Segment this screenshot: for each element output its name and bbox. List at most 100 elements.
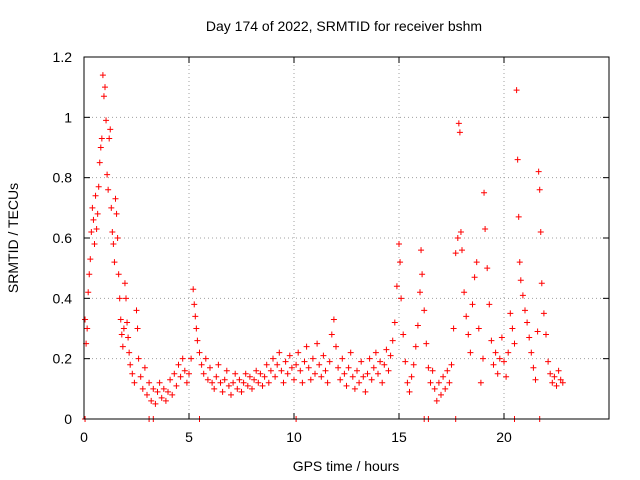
data-point [267, 367, 274, 374]
data-point [158, 394, 165, 401]
data-point [454, 235, 461, 241]
data-point [349, 373, 356, 380]
data-point [475, 325, 482, 332]
data-point [555, 367, 562, 374]
data-point [93, 225, 100, 232]
data-point [84, 325, 91, 332]
data-point [114, 235, 121, 241]
data-point [299, 379, 306, 386]
plot-frame [83, 56, 610, 420]
data-point [540, 310, 547, 317]
data-point [446, 379, 453, 386]
data-point [320, 352, 327, 359]
data-point [408, 373, 415, 380]
data-point [305, 364, 312, 371]
data-point [121, 280, 128, 287]
data-point [113, 210, 120, 217]
data-point [385, 367, 392, 374]
axis-ticks [83, 56, 609, 420]
data-point [209, 379, 216, 386]
data-point [106, 135, 113, 142]
data-point [257, 370, 264, 377]
data-point [213, 373, 220, 380]
data-point [551, 373, 558, 380]
data-point [481, 189, 488, 196]
data-point [537, 228, 544, 235]
data-point [358, 358, 365, 365]
data-point [322, 367, 329, 374]
data-point [125, 334, 132, 341]
data-point [96, 159, 103, 166]
data-point [295, 349, 302, 356]
data-point [120, 325, 127, 332]
data-point [181, 367, 188, 374]
data-point [492, 349, 499, 356]
data-point [484, 265, 491, 272]
data-point [219, 388, 226, 395]
data-point [379, 379, 386, 386]
data-point [559, 379, 566, 386]
data-point [90, 216, 97, 223]
data-point [86, 271, 93, 278]
data-point [127, 361, 134, 368]
data-point [410, 361, 417, 368]
data-point [186, 370, 192, 377]
data-point [375, 370, 381, 377]
data-point [223, 367, 230, 374]
data-point [404, 379, 411, 386]
data-point [282, 358, 289, 365]
data-point [328, 331, 335, 338]
data-point [337, 376, 344, 383]
data-point [232, 370, 239, 377]
y-tick-label: 0.6 [53, 230, 73, 246]
data-point [343, 382, 350, 389]
data-point [324, 379, 331, 386]
data-point [171, 370, 178, 377]
data-point [496, 355, 503, 362]
data-point [471, 274, 478, 281]
data-point [288, 364, 295, 371]
data-point [535, 168, 542, 175]
data-point [261, 373, 268, 380]
data-point [286, 352, 293, 359]
data-point [488, 337, 495, 344]
data-point [360, 373, 367, 380]
data-point [188, 355, 195, 362]
data-point [263, 361, 270, 368]
data-point [442, 385, 449, 392]
x-axis-title: GPS time / hours [293, 458, 400, 474]
data-point [280, 379, 287, 386]
data-point [486, 301, 493, 308]
data-point [431, 385, 438, 392]
data-point [414, 322, 421, 329]
data-point [144, 391, 150, 398]
data-point [160, 385, 167, 392]
data-point [126, 349, 133, 356]
data-point [110, 241, 117, 248]
data-point [297, 367, 304, 374]
data-point [152, 400, 159, 407]
data-point [133, 307, 140, 314]
data-point [190, 286, 197, 293]
data-point [505, 349, 512, 356]
data-point [259, 382, 266, 389]
x-tick-label: 5 [185, 429, 193, 445]
data-point [309, 355, 316, 362]
x-tick-label: 20 [496, 429, 512, 445]
chart-title: Day 174 of 2022, SRMTID for receiver bsh… [206, 18, 482, 34]
data-point [438, 391, 444, 398]
data-point [225, 382, 232, 389]
data-point [228, 391, 234, 398]
data-point [345, 364, 352, 371]
data-point [356, 379, 363, 386]
data-point [381, 361, 388, 368]
data-point [111, 259, 118, 266]
data-point [251, 376, 258, 383]
data-point [465, 331, 472, 338]
data-point [236, 376, 243, 383]
data-point [204, 376, 211, 383]
data-point [177, 373, 184, 380]
data-point [115, 271, 122, 278]
y-tick-label: 1 [64, 109, 72, 125]
